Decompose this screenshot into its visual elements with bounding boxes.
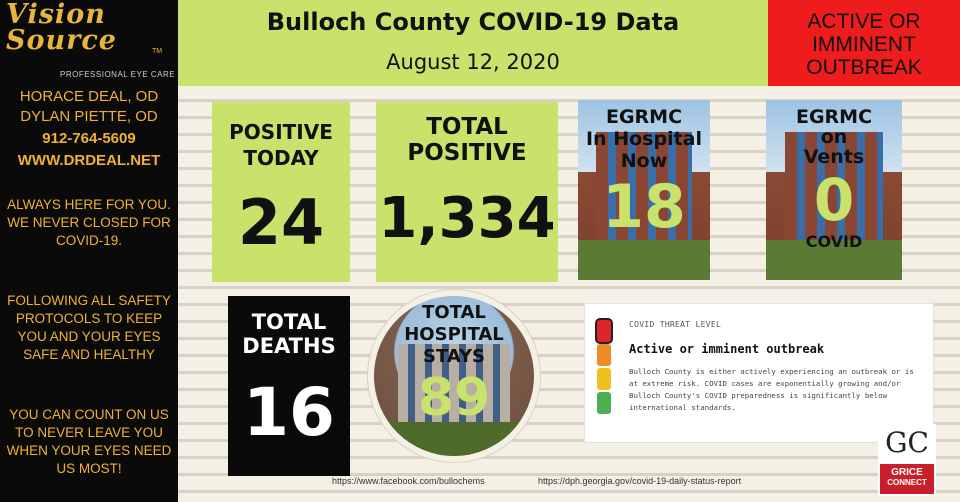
in-hospital-value: 18 (602, 172, 686, 242)
logo-band: GRICE CONNECT (880, 464, 934, 494)
outbreak-alert-badge: ACTIVE OR IMMINENT OUTBREAK (768, 0, 960, 86)
positive-today-value: 24 (237, 186, 325, 259)
sidebar-message-1: ALWAYS HERE FOR YOU. WE NEVER CLOSED FOR… (7, 197, 171, 248)
tile-label: POSITIVE (229, 120, 333, 144)
threat-meter-yellow (597, 368, 611, 390)
trademark-mark: TM (152, 48, 163, 55)
doctor-name-2: DYLAN PIETTE, OD (20, 108, 158, 125)
ground-image (374, 422, 534, 456)
threat-description: Bulloch County is either actively experi… (629, 367, 914, 412)
tile-label: TOTAL (426, 114, 508, 140)
threat-level-heading: Active or imminent outbreak (629, 342, 825, 356)
source-link[interactable]: https://dph.georgia.gov/covid-19-daily-s… (538, 476, 742, 486)
total-positive-tile: TOTAL POSITIVE 1,334 (376, 102, 558, 282)
tile-label: TOTAL (422, 302, 486, 323)
total-deaths-tile: TOTAL DEATHS 16 (228, 296, 350, 476)
logo-line-1: GRICE (891, 467, 923, 478)
threat-meter (597, 320, 611, 414)
grice-connect-logo: GC GRICE CONNECT (878, 424, 936, 496)
total-deaths-value: 16 (243, 374, 335, 451)
threat-level-card: COVID THREAT LEVEL Active or imminent ou… (584, 303, 934, 443)
tile-label: Now (620, 150, 668, 172)
vision-source-logo: Vision Source (6, 0, 117, 56)
logo-subtitle: PROFESSIONAL EYE CARE (60, 70, 176, 79)
trees-image (578, 240, 710, 280)
tile-label: on (820, 126, 848, 148)
logo-letters: GC (885, 426, 929, 459)
positive-today-tile: POSITIVE TODAY 24 (212, 102, 350, 282)
hospital-building-image (785, 132, 883, 259)
trees-image (766, 240, 902, 280)
threat-meter-red (597, 320, 611, 342)
threat-title: COVID THREAT LEVEL (629, 320, 722, 329)
in-hospital-photo-tile: EGRMC In Hospital Now 18 (578, 100, 710, 280)
tile-sublabel: COVID (805, 232, 863, 251)
page-title: Bulloch County COVID-19 Data (266, 8, 680, 36)
tile-label: Vents (803, 146, 865, 168)
tile-label: STAYS (422, 346, 486, 367)
tile-label: EGRMC (605, 106, 683, 128)
threat-meter-orange (597, 344, 611, 366)
sidebar-ad: Vision Source TM PROFESSIONAL EYE CARE H… (0, 0, 178, 502)
doctor-name-1: HORACE DEAL, OD (19, 88, 159, 105)
threat-meter-green (597, 392, 611, 414)
hospital-building-image (596, 132, 692, 259)
sidebar-message-3: YOU CAN COUNT ON US TO NEVER LEAVE YOU W… (6, 407, 172, 476)
website-link[interactable]: WWW.DRDEAL.NET (17, 152, 161, 169)
hospital-building-image (398, 344, 510, 424)
facebook-link[interactable]: https://www.facebook.com/bullochems (332, 476, 485, 486)
tile-label: In Hospital (585, 128, 702, 150)
phone-number[interactable]: 912-764-5609 (42, 130, 136, 147)
tile-label: POSITIVE (407, 140, 527, 166)
tile-label: HOSPITAL (404, 324, 504, 345)
on-vents-value: 0 (813, 166, 855, 234)
tile-label: EGRMC (795, 106, 873, 128)
on-vents-photo-tile: EGRMC on Vents 0 COVID (766, 100, 902, 280)
tile-label: TODAY (243, 146, 319, 170)
hospital-stays-badge: TOTAL HOSPITAL STAYS 89 (374, 296, 534, 456)
logo-line-2: CONNECT (887, 478, 927, 487)
header-banner: Bulloch County COVID-19 Data August 12, … (178, 0, 768, 86)
hospital-stays-value: 89 (417, 368, 491, 428)
total-positive-value: 1,334 (378, 186, 556, 251)
tile-label: TOTAL (251, 310, 327, 334)
tile-label: DEATHS (242, 334, 336, 358)
report-date: August 12, 2020 (386, 50, 560, 74)
sidebar-message-2: FOLLOWING ALL SAFETY PROTOCOLS TO KEEP Y… (7, 293, 171, 362)
